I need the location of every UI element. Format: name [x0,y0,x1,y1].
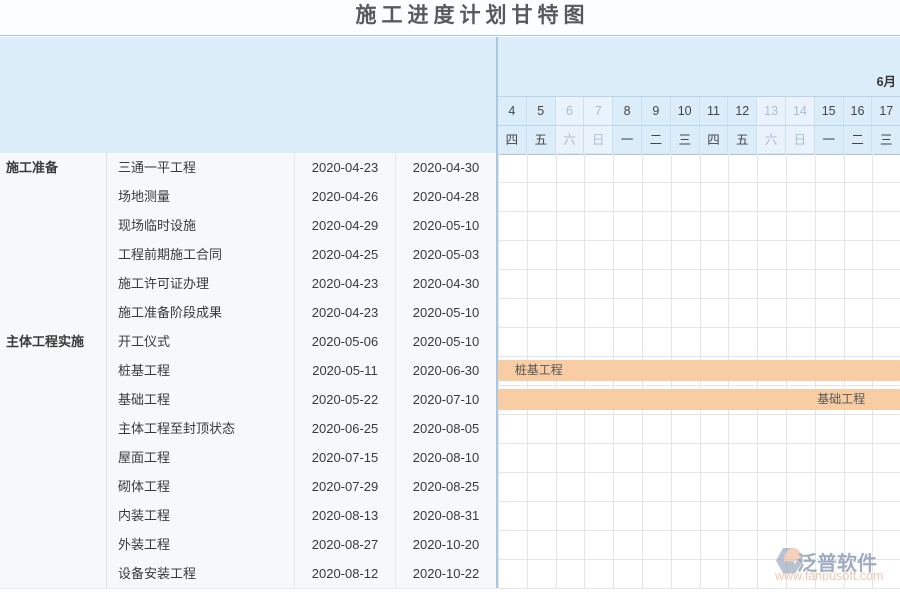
svg-text:www.fanpusoft.com: www.fanpusoft.com [775,569,883,581]
